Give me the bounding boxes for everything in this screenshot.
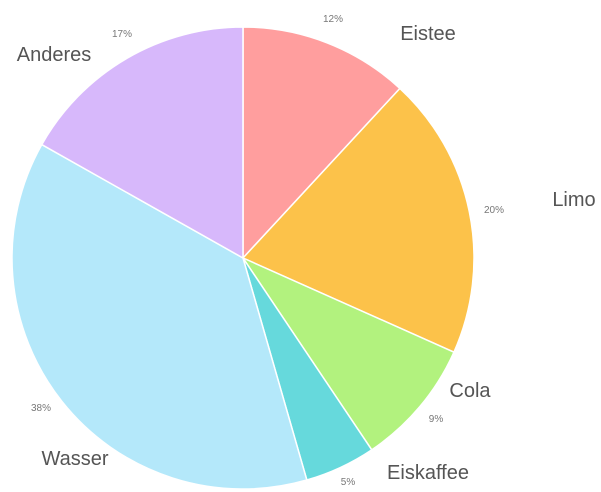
slice-percent-limo: 20%	[484, 205, 504, 216]
pie-slice-wasser	[11, 143, 308, 490]
slice-label-cola: Cola	[449, 380, 491, 402]
slice-label-limo: Limo	[552, 189, 595, 211]
slice-percent-eiskaffee: 5%	[341, 477, 356, 488]
pie-slices	[11, 26, 475, 490]
pie-labels: Eistee 12% Limo 20% Cola 9% Eiskaffee 5% Wasser 3…	[17, 14, 596, 488]
pie-slice-limo	[241, 87, 475, 354]
slice-percent-eistee: 12%	[323, 14, 343, 25]
slice-percent-wasser: 38%	[31, 403, 51, 414]
slice-label-eistee: Eistee	[400, 23, 456, 45]
pie-slice-cola	[240, 256, 455, 451]
slice-percent-anderes: 17%	[112, 29, 132, 40]
slice-label-anderes: Anderes	[17, 44, 92, 66]
slice-percent-cola: 9%	[429, 414, 444, 425]
pie-slice-eistee	[242, 26, 401, 260]
pie-slice-anderes	[40, 26, 244, 260]
slice-label-eiskaffee: Eiskaffee	[387, 462, 469, 484]
slice-label-wasser: Wasser	[41, 448, 108, 470]
